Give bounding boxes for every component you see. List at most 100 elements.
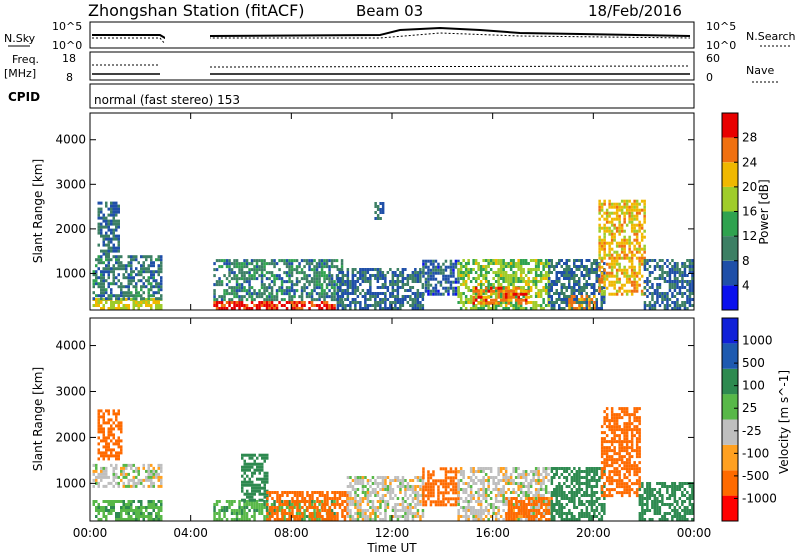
heatmap-cell <box>243 280 246 284</box>
heatmap-cell <box>160 255 163 259</box>
heatmap-cell <box>270 298 274 302</box>
heatmap-cell <box>305 262 309 266</box>
heatmap-cell <box>442 286 445 290</box>
heatmap-cell <box>578 473 581 476</box>
heatmap-cell <box>499 274 503 277</box>
heatmap-cell <box>534 268 538 271</box>
heatmap-cell <box>260 509 264 512</box>
heatmap-cell <box>416 494 420 497</box>
heatmap-cell <box>341 301 345 304</box>
heatmap-cell <box>429 488 433 492</box>
heatmap-cell <box>112 228 115 232</box>
heatmap-cell <box>261 492 264 496</box>
heatmap-cell <box>537 500 541 503</box>
heatmap-cell <box>112 478 115 482</box>
heatmap-cell <box>105 500 108 503</box>
heatmap-cell <box>613 205 616 209</box>
heatmap-cell <box>515 512 518 515</box>
heatmap-cell <box>432 286 435 290</box>
heatmap-cell <box>570 304 574 307</box>
heatmap-cell <box>117 237 120 241</box>
heatmap-cell <box>560 506 564 509</box>
heatmap-cell <box>590 286 593 289</box>
heatmap-cell <box>547 506 550 509</box>
heatmap-cell <box>97 267 100 271</box>
heatmap-cell <box>112 509 115 512</box>
heatmap-cell <box>489 491 493 494</box>
heatmap-cell <box>374 494 377 497</box>
heatmap-cell <box>110 219 113 223</box>
heatmap-cell <box>563 476 566 479</box>
heatmap-cell <box>142 297 145 301</box>
heatmap-cell <box>630 226 634 230</box>
heatmap-cell <box>550 301 553 304</box>
heatmap-cell <box>534 277 538 280</box>
heatmap-cell <box>295 289 299 293</box>
heatmap-cell <box>628 247 631 251</box>
heatmap-cell <box>613 286 616 290</box>
heatmap-cell <box>310 280 314 284</box>
heatmap-cell <box>215 301 219 304</box>
heatmap-cell <box>414 307 417 310</box>
heatmap-cell <box>366 494 370 497</box>
heatmap-cell <box>376 274 380 277</box>
heatmap-cell <box>115 442 118 446</box>
heatmap-cell <box>296 509 299 512</box>
heatmap-cell <box>303 277 306 281</box>
heatmap-cell <box>323 509 327 512</box>
heatmap-cell <box>462 509 465 512</box>
heatmap-cell <box>600 208 604 212</box>
heatmap-cell <box>615 208 619 212</box>
heatmap-cell <box>112 234 115 238</box>
heatmap-cell <box>688 265 692 268</box>
heatmap-cell <box>462 482 465 485</box>
heatmap-cell <box>507 497 510 500</box>
heatmap-cell <box>459 265 463 268</box>
heatmap-cell <box>550 467 554 470</box>
heatmap-cell <box>213 304 216 307</box>
heatmap-cell <box>361 479 365 482</box>
heatmap-cell <box>573 298 576 301</box>
heatmap-cell <box>497 271 500 274</box>
heatmap-cell <box>555 491 558 494</box>
heatmap-cell <box>245 518 249 521</box>
heatmap-cell <box>371 488 375 491</box>
heatmap-cell <box>427 280 430 284</box>
heatmap-cell <box>97 216 100 220</box>
heatmap-cell <box>318 277 321 281</box>
heatmap-cell <box>243 518 246 521</box>
heatmap-cell <box>623 268 626 272</box>
heatmap-cell <box>381 298 385 301</box>
heatmap-cell <box>555 494 558 497</box>
heatmap-cell <box>542 512 545 515</box>
heatmap-cell <box>366 482 370 485</box>
heatmap-cell <box>290 262 294 266</box>
heatmap-cell <box>361 518 365 521</box>
heatmap-cell <box>233 500 236 503</box>
heatmap-cell <box>308 503 312 506</box>
heatmap-cell <box>416 277 420 280</box>
heatmap-cell <box>283 518 286 521</box>
heatmap-cell <box>338 506 342 509</box>
heatmap-cell <box>366 503 370 506</box>
heatmap-cell <box>95 506 98 509</box>
heatmap-cell <box>532 509 536 512</box>
heatmap-cell <box>286 494 289 497</box>
heatmap-cell <box>411 497 415 500</box>
heatmap-cell <box>313 268 316 272</box>
heatmap-cell <box>394 304 397 307</box>
heatmap-cell <box>565 470 569 473</box>
heatmap-cell <box>97 231 100 235</box>
heatmap-cell <box>406 503 410 506</box>
heatmap-cell <box>625 280 629 284</box>
heatmap-cell <box>318 491 322 494</box>
heatmap-cell <box>147 512 150 515</box>
heatmap-cell <box>640 232 644 236</box>
heatmap-cell <box>560 512 564 515</box>
heatmap-cell <box>258 301 261 304</box>
heatmap-cell <box>515 286 518 290</box>
heatmap-cell <box>376 304 380 307</box>
heatmap-cell <box>534 280 538 283</box>
heatmap-cell <box>354 289 357 292</box>
heatmap-cell <box>107 213 110 217</box>
